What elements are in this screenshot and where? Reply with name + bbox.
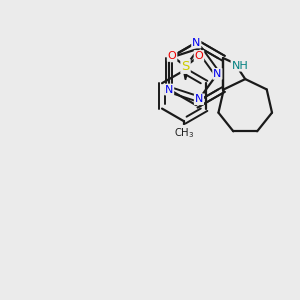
- Text: S: S: [181, 60, 190, 73]
- Text: O: O: [168, 51, 176, 61]
- Text: N: N: [195, 94, 203, 104]
- Text: N: N: [213, 69, 222, 79]
- Text: N: N: [165, 85, 173, 94]
- Text: NH: NH: [232, 61, 248, 70]
- Text: CH$_3$: CH$_3$: [174, 126, 194, 140]
- Text: O: O: [195, 51, 203, 61]
- Text: N: N: [192, 38, 200, 47]
